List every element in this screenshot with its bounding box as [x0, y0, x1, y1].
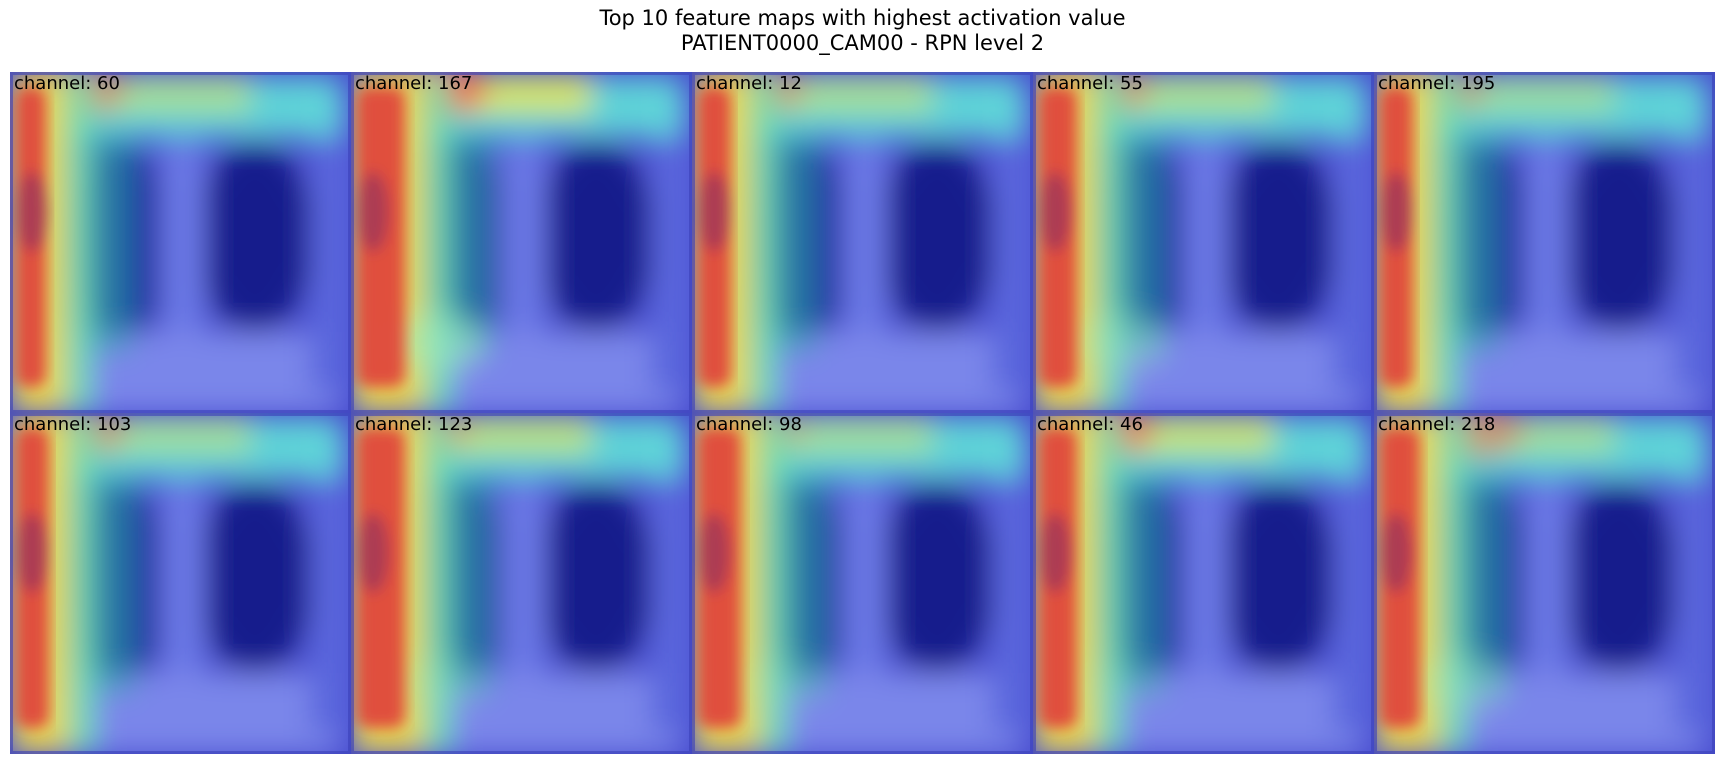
channel-label: channel: 98 — [696, 414, 802, 435]
heatmap-image — [10, 413, 351, 754]
channel-label: channel: 12 — [696, 73, 802, 94]
heatmap-image — [1033, 72, 1374, 413]
heatmap-image — [1033, 413, 1374, 754]
heatmap-image — [351, 413, 692, 754]
channel-label: channel: 46 — [1037, 414, 1143, 435]
channel-label: channel: 103 — [14, 414, 132, 435]
channel-label: channel: 55 — [1037, 73, 1143, 94]
feature-map-panel: channel: 60 — [10, 72, 351, 413]
channel-label: channel: 195 — [1378, 73, 1496, 94]
heatmap-image — [692, 72, 1033, 413]
heatmap-image — [692, 413, 1033, 754]
feature-map-panel: channel: 123 — [351, 413, 692, 754]
feature-map-panel: channel: 195 — [1374, 72, 1715, 413]
feature-map-panel: channel: 167 — [351, 72, 692, 413]
channel-label: channel: 167 — [355, 73, 473, 94]
feature-map-panel: channel: 55 — [1033, 72, 1374, 413]
channel-label: channel: 218 — [1378, 414, 1496, 435]
feature-map-panel: channel: 46 — [1033, 413, 1374, 754]
figure-title: Top 10 feature maps with highest activat… — [0, 6, 1725, 56]
feature-map-panel: channel: 218 — [1374, 413, 1715, 754]
heatmap-image — [1374, 72, 1715, 413]
figure-title-line-1: Top 10 feature maps with highest activat… — [599, 6, 1126, 30]
heatmap-image — [10, 72, 351, 413]
channel-label: channel: 123 — [355, 414, 473, 435]
feature-map-panel: channel: 98 — [692, 413, 1033, 754]
figure-title-line-2: PATIENT0000_CAM00 - RPN level 2 — [680, 31, 1045, 55]
heatmap-image — [1374, 413, 1715, 754]
feature-map-grid: channel: 60 channel: 167 channel: 12 cha… — [10, 72, 1716, 754]
heatmap-image — [351, 72, 692, 413]
channel-label: channel: 60 — [14, 73, 120, 94]
feature-map-panel: channel: 12 — [692, 72, 1033, 413]
feature-map-panel: channel: 103 — [10, 413, 351, 754]
